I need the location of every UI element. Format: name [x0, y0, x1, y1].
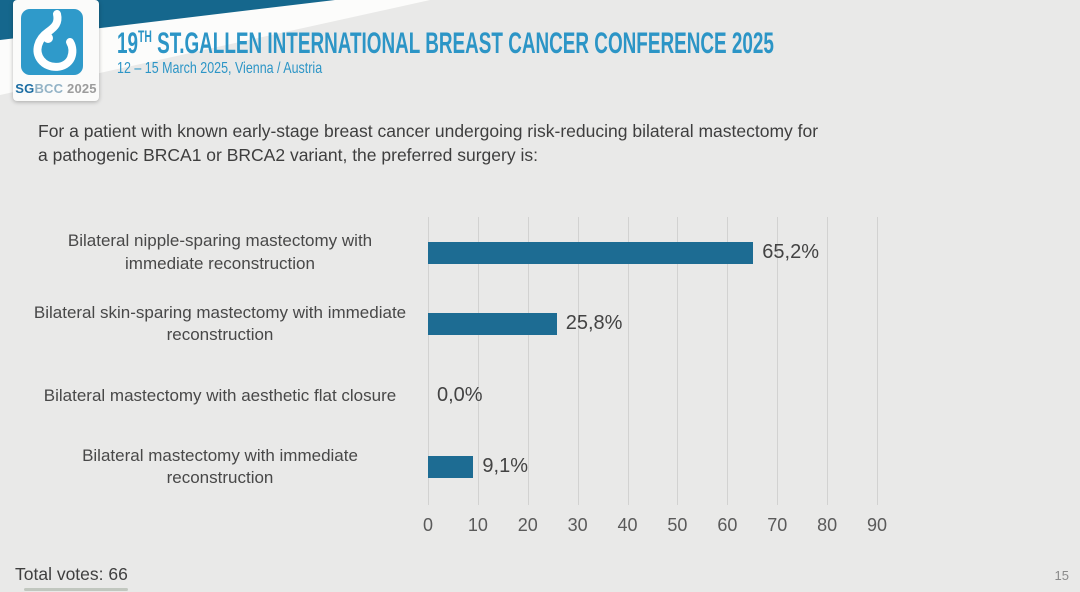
bar	[428, 313, 557, 336]
question-line-2: a pathogenic BRCA1 or BRCA2 variant, the…	[38, 144, 538, 165]
x-axis-tick-label: 10	[467, 515, 488, 535]
x-axis-tick-label: 30	[567, 515, 588, 535]
chart-gridline	[877, 217, 878, 505]
x-axis-tick-label: 0	[422, 515, 433, 535]
conference-logo-card: SGBCC 2025	[13, 0, 99, 101]
total-votes-label: Total votes: 66	[15, 564, 128, 584]
chart-gridline	[727, 217, 729, 505]
conference-date-location: 12 – 15 March 2025, Vienna / Austria	[117, 60, 323, 77]
chart-gridline	[527, 217, 529, 505]
chart-gridline	[477, 217, 479, 505]
x-axis-tick-label: 40	[617, 515, 638, 535]
logo-text-sg: SG	[15, 81, 35, 96]
x-axis-tick-label: 20	[517, 515, 538, 535]
x-axis-tick-label: 60	[717, 515, 738, 535]
chart-gridline	[827, 217, 829, 505]
total-votes-underline	[24, 588, 128, 591]
chart-gridline	[777, 217, 779, 505]
bar	[428, 456, 474, 479]
logo-text-bcc: BCC	[34, 81, 64, 96]
title-number: 19	[117, 27, 139, 60]
bar-value-label: 0,0%	[437, 383, 483, 406]
x-axis-tick-label: 50	[667, 515, 688, 535]
breast-drop-icon	[33, 10, 77, 71]
category-label: Bilateral skin-sparing mastectomy with i…	[33, 302, 407, 345]
logo-wordmark: SGBCC 2025	[13, 81, 99, 96]
chart-gridline	[577, 217, 579, 505]
category-label: Bilateral mastectomy with aesthetic flat…	[43, 385, 397, 405]
chart-gridline	[428, 217, 429, 505]
title-text: ST.GALLEN INTERNATIONAL BREAST CANCER CO…	[151, 27, 774, 60]
title-ordinal: TH	[138, 28, 152, 46]
poll-question: For a patient with known early-stage bre…	[38, 120, 946, 167]
category-label: Bilateral mastectomy with immediate reco…	[82, 445, 358, 488]
logo-text-year: 2025	[63, 81, 97, 96]
x-axis-tick-label: 80	[817, 515, 838, 535]
slide-page-number: 15	[1054, 568, 1069, 583]
chart-gridline	[677, 217, 679, 505]
conference-title: 19TH ST.GALLEN INTERNATIONAL BREAST CANC…	[117, 27, 774, 61]
x-axis-tick-label: 70	[767, 515, 788, 535]
x-axis-tick-label: 90	[866, 515, 888, 535]
chart-gridline	[627, 217, 629, 505]
category-label: Bilateral nipple-sparing mastectomy with…	[67, 231, 373, 273]
bar-value-label: 25,8%	[565, 312, 623, 335]
bar-value-label: 65,2%	[762, 240, 819, 263]
question-line-1: For a patient with known early-stage bre…	[38, 121, 819, 141]
bar-value-label: 9,1%	[482, 455, 528, 478]
sgbcc-logo-icon	[21, 9, 83, 75]
bar	[428, 241, 754, 264]
